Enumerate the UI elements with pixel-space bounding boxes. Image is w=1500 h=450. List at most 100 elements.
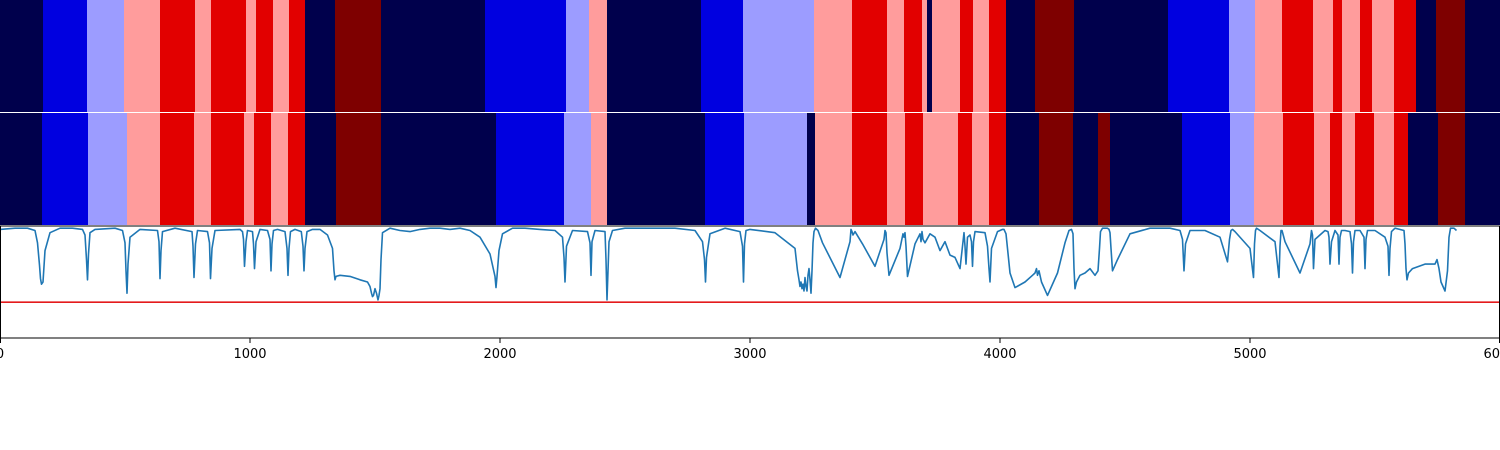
heatmap-cell xyxy=(1374,113,1395,225)
heatmap-cell xyxy=(244,113,255,225)
x-tick-label: 2000 xyxy=(483,347,516,362)
heatmap-cell xyxy=(607,0,702,112)
heatmap-cell xyxy=(0,0,44,112)
heatmap-cell xyxy=(381,113,497,225)
heatmap-cell xyxy=(566,0,590,112)
heatmap-cell xyxy=(591,113,608,225)
heatmap-cell xyxy=(1465,113,1500,225)
heatmap-cell xyxy=(1006,0,1036,112)
heatmap-cell xyxy=(1342,0,1361,112)
heatmap-cell xyxy=(1073,113,1099,225)
heatmap-cell xyxy=(1408,113,1439,225)
line-panel xyxy=(0,226,1500,338)
heatmap-cell xyxy=(254,113,272,225)
series-line xyxy=(0,227,1458,301)
heatmap-cell xyxy=(211,0,247,112)
heatmap-cell xyxy=(87,0,125,112)
heatmap-cell xyxy=(127,113,161,225)
heatmap-cell xyxy=(852,0,888,112)
heatmap-cell xyxy=(1465,0,1500,112)
x-tick-label: 0 xyxy=(0,347,4,362)
heatmap-cell xyxy=(160,0,196,112)
heatmap-cell xyxy=(1006,113,1040,225)
heatmap-cell xyxy=(1438,113,1466,225)
heatmap-cell xyxy=(1394,0,1417,112)
heatmap-cell xyxy=(336,113,382,225)
heatmap-cell xyxy=(42,113,89,225)
heatmap-cell xyxy=(43,0,88,112)
heatmap-cell xyxy=(1283,113,1315,225)
heatmap-cell xyxy=(807,113,816,225)
heatmap-cell xyxy=(335,0,382,112)
heatmap-cell xyxy=(701,0,744,112)
heatmap-cell xyxy=(932,0,961,112)
heatmap-cell xyxy=(246,0,257,112)
heatmap-cell xyxy=(923,113,959,225)
heatmap-cell xyxy=(1314,113,1331,225)
heatmap-cell xyxy=(1035,0,1075,112)
x-tick-label: 4000 xyxy=(983,347,1016,362)
heatmap-row-bottom xyxy=(0,113,1500,225)
heatmap-cell xyxy=(1282,0,1314,112)
heatmap-cell xyxy=(887,0,905,112)
heatmap-cell xyxy=(1360,0,1373,112)
x-tick-label: 5000 xyxy=(1233,347,1266,362)
heatmap-cell xyxy=(124,0,161,112)
heatmap-cell xyxy=(194,113,212,225)
heatmap-cell xyxy=(1039,113,1074,225)
heatmap-cell xyxy=(381,0,486,112)
x-axis: 0 1000 2000 3000 4000 5000 6000 xyxy=(0,338,1500,362)
heatmap-cell xyxy=(256,0,274,112)
heatmap-cell xyxy=(273,0,290,112)
heatmap-cell xyxy=(972,113,990,225)
heatmap-cell xyxy=(589,0,608,112)
heatmap-cell xyxy=(1110,113,1183,225)
x-tick-label: 3000 xyxy=(733,347,766,362)
heatmap-cell xyxy=(815,113,853,225)
heatmap-cell xyxy=(814,0,853,112)
heatmap-cell xyxy=(607,113,706,225)
heatmap-cell xyxy=(1355,113,1375,225)
heatmap-cell xyxy=(1168,0,1230,112)
heatmap-cell xyxy=(1313,0,1334,112)
heatmap-cell xyxy=(905,113,924,225)
heatmap-cell xyxy=(922,0,928,112)
heatmap-cell xyxy=(305,0,336,112)
x-tick-label: 1000 xyxy=(233,347,266,362)
heatmap-cell xyxy=(485,0,567,112)
heatmap-cell xyxy=(904,0,923,112)
heatmap-cell xyxy=(1342,113,1356,225)
line-panel-background xyxy=(0,226,1500,338)
heatmap-cell xyxy=(705,113,745,225)
heatmap-cell xyxy=(271,113,289,225)
heatmap-cell xyxy=(0,113,43,225)
heatmap-cell xyxy=(989,113,1007,225)
heatmap-cell xyxy=(564,113,592,225)
heatmap-cell xyxy=(852,113,888,225)
heatmap-cell xyxy=(744,113,808,225)
heatmap-cell xyxy=(1333,0,1343,112)
heatmap-cell xyxy=(1230,113,1255,225)
heatmap-cell xyxy=(887,113,906,225)
heatmap-cell xyxy=(927,0,933,112)
heatmap-cell xyxy=(1074,0,1169,112)
heatmap-cell xyxy=(1436,0,1466,112)
heatmap-cell xyxy=(195,0,212,112)
heatmap-cell xyxy=(989,0,1007,112)
heatmap-cell xyxy=(1098,113,1111,225)
heatmap-cell xyxy=(743,0,815,112)
heatmap-cell xyxy=(1330,113,1343,225)
heatmap-cell xyxy=(88,113,128,225)
heatmap-cell xyxy=(305,113,337,225)
heatmap-row-top xyxy=(0,0,1500,112)
heatmap-cell xyxy=(211,113,245,225)
heatmap-cell xyxy=(1372,0,1395,112)
heatmap-cell xyxy=(958,113,973,225)
heatmap-cell xyxy=(288,113,306,225)
heatmap-cell xyxy=(1229,0,1256,112)
heatmap-cell xyxy=(1255,0,1283,112)
heatmap-cell xyxy=(973,0,990,112)
heatmap-cell xyxy=(289,0,306,112)
heatmap-cell xyxy=(960,0,974,112)
